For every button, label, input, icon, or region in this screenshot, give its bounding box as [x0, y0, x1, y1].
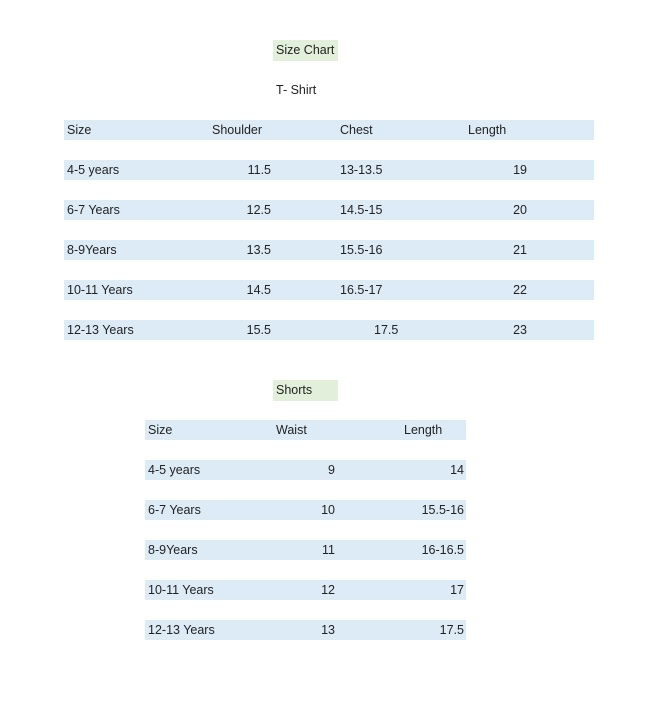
table-cell: 4-5 years: [148, 463, 201, 477]
table-cell: 11.5: [247, 163, 271, 177]
table-row: 6-7 Years 10 15.5-16: [145, 500, 466, 520]
table-cell: 8-9Years: [148, 543, 198, 557]
column-header: Size: [148, 423, 173, 437]
table-cell: 15.5-16: [421, 503, 464, 517]
table-cell: 12-13 Years: [67, 323, 134, 337]
column-header: Shoulder: [212, 123, 263, 137]
table-row: 8-9Years 11 16-16.5: [145, 540, 466, 560]
table-cell: 12-13 Years: [148, 623, 215, 637]
table-row: 12-13 Years 13 17.5: [145, 620, 466, 640]
shorts-heading: Shorts: [273, 380, 338, 401]
table-cell: 15.5: [246, 323, 271, 337]
column-header: Size: [67, 123, 92, 137]
table-header-row: Size Shoulder Chest Length: [64, 120, 594, 140]
table-cell: 16-16.5: [421, 543, 464, 557]
table-cell: 17.5: [374, 323, 399, 337]
table-row: 8-9Years 13.5 15.5-16 21: [64, 240, 594, 260]
table-cell: 9: [328, 463, 335, 477]
table-cell: 20: [513, 203, 527, 217]
table-cell: 17: [450, 583, 464, 597]
table-cell: 14: [450, 463, 464, 477]
table-cell: 15.5-16: [340, 243, 383, 257]
table-cell: 13: [321, 623, 335, 637]
table-row: 4-5 years 9 14: [145, 460, 466, 480]
table-cell: 6-7 Years: [67, 203, 120, 217]
table-row: 10-11 Years 12 17: [145, 580, 466, 600]
table-cell: 17.5: [439, 623, 464, 637]
column-header: Length: [404, 423, 443, 437]
table-cell: 8-9Years: [67, 243, 117, 257]
column-header: Waist: [276, 423, 307, 437]
table-cell: 10-11 Years: [148, 583, 214, 597]
table-cell: 23: [513, 323, 527, 337]
column-header: Chest: [340, 123, 373, 137]
table-row: 12-13 Years 15.5 17.5 23: [64, 320, 594, 340]
table-cell: 11: [322, 543, 335, 557]
page-title: Size Chart: [273, 40, 338, 61]
table-cell: 19: [513, 163, 527, 177]
table-cell: 6-7 Years: [148, 503, 201, 517]
table-cell: 13-13.5: [340, 163, 383, 177]
table-cell: 13.5: [246, 243, 271, 257]
table-header-row: Size Waist Length: [145, 420, 466, 440]
table-cell: 21: [513, 243, 527, 257]
column-header: Length: [468, 123, 507, 137]
table-cell: 12: [321, 583, 335, 597]
table-cell: 16.5-17: [340, 283, 383, 297]
table-cell: 10-11 Years: [67, 283, 133, 297]
table-cell: 12.5: [246, 203, 271, 217]
table-cell: 4-5 years: [67, 163, 120, 177]
tshirt-heading: T- Shirt: [276, 83, 317, 97]
table-row: 6-7 Years 12.5 14.5-15 20: [64, 200, 594, 220]
table-row: 4-5 years 11.5 13-13.5 19: [64, 160, 594, 180]
table-row: 10-11 Years 14.5 16.5-17 22: [64, 280, 594, 300]
table-cell: 14.5-15: [340, 203, 383, 217]
table-cell: 22: [513, 283, 527, 297]
table-cell: 14.5: [246, 283, 271, 297]
table-cell: 10: [321, 503, 335, 517]
